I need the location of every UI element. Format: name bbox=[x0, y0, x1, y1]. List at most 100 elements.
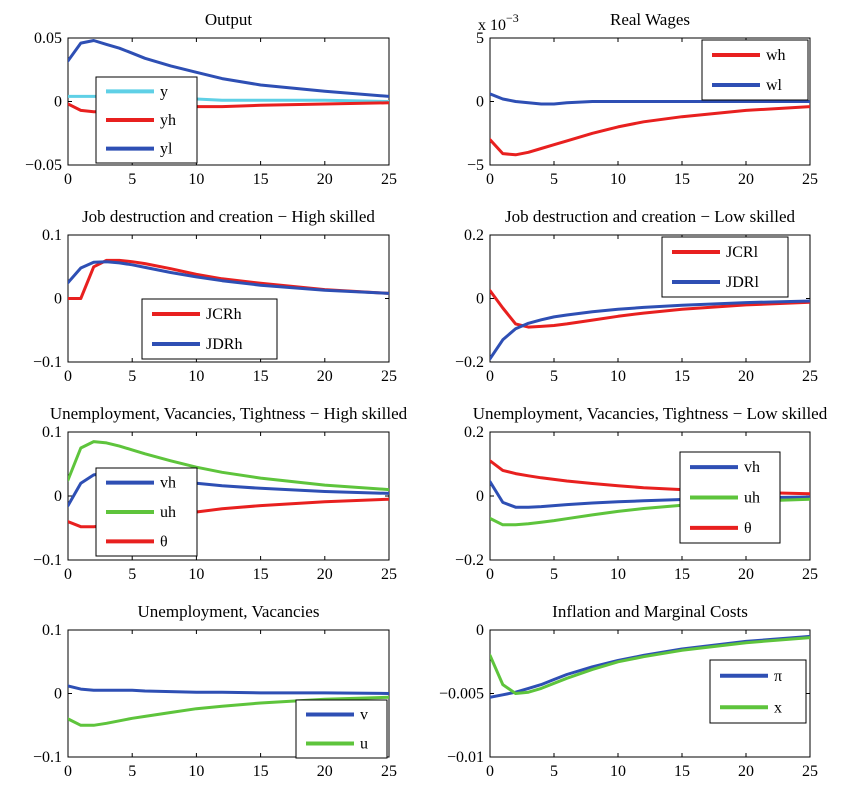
x-tick-label: 10 bbox=[188, 171, 204, 188]
x-tick-label: 0 bbox=[64, 368, 72, 385]
subplot-title: Output bbox=[205, 10, 253, 29]
y-tick-label: 0 bbox=[476, 291, 484, 308]
x-tick-label: 25 bbox=[381, 368, 397, 385]
subplot-title: Unemployment, Vacancies, Tightness − Hig… bbox=[50, 404, 408, 423]
legend-label: yh bbox=[160, 112, 176, 129]
x-tick-label: 15 bbox=[674, 171, 690, 188]
series-line-JCRh bbox=[68, 258, 389, 300]
legend-box bbox=[661, 236, 789, 298]
x-tick-label: 25 bbox=[802, 763, 818, 780]
y-exponent-power: −3 bbox=[506, 11, 519, 25]
legend-label: JCRh bbox=[206, 306, 242, 323]
x-tick-label: 5 bbox=[550, 763, 558, 780]
subplot-title: Unemployment, Vacancies, Tightness − Low… bbox=[473, 404, 828, 423]
x-tick-label: 0 bbox=[64, 763, 72, 780]
legend-label: vh bbox=[744, 459, 760, 476]
legend: y yh yl bbox=[95, 76, 198, 164]
series-group bbox=[68, 684, 389, 727]
x-tick-label: 5 bbox=[128, 566, 136, 583]
legend-label: wh bbox=[766, 47, 786, 64]
legend: vh uh θ bbox=[95, 467, 198, 557]
series-line-uh bbox=[68, 440, 389, 492]
x-tick-label: 5 bbox=[128, 763, 136, 780]
x-tick-label: 15 bbox=[253, 368, 269, 385]
legend-label: π bbox=[774, 668, 782, 685]
x-tick-label: 0 bbox=[486, 368, 494, 385]
series-line-yl bbox=[68, 39, 389, 98]
subplot-title: Unemployment, Vacancies bbox=[138, 602, 320, 621]
legend-label: y bbox=[160, 83, 168, 100]
x-tick-label: 20 bbox=[317, 171, 333, 188]
series-line-JCRl bbox=[490, 289, 810, 329]
y-tick-label: 0 bbox=[476, 94, 484, 111]
y-tick-label: 0.1 bbox=[42, 227, 62, 244]
subplot-title: Job destruction and creation − High skil… bbox=[82, 207, 375, 226]
series-group bbox=[68, 258, 389, 300]
legend-label: u bbox=[360, 736, 368, 753]
x-tick-label: 10 bbox=[188, 368, 204, 385]
x-tick-label: 25 bbox=[802, 171, 818, 188]
legend-label: x bbox=[774, 699, 782, 716]
y-tick-label: −5 bbox=[467, 157, 484, 174]
x-tick-label: 20 bbox=[317, 368, 333, 385]
x-tick-label: 10 bbox=[188, 763, 204, 780]
legend: vh uh θ bbox=[679, 451, 781, 544]
x-tick-label: 15 bbox=[674, 368, 690, 385]
subplot-title: Inflation and Marginal Costs bbox=[552, 602, 748, 621]
legend-label: uh bbox=[160, 504, 176, 521]
y-tick-label: −0.2 bbox=[455, 552, 484, 569]
x-tick-label: 15 bbox=[674, 763, 690, 780]
series-line-x bbox=[490, 636, 810, 695]
legend-box bbox=[295, 699, 388, 759]
y-tick-label: −0.2 bbox=[455, 354, 484, 371]
x-tick-label: 0 bbox=[64, 566, 72, 583]
x-tick-label: 20 bbox=[738, 763, 754, 780]
x-tick-label: 20 bbox=[738, 566, 754, 583]
series-group bbox=[490, 634, 810, 699]
y-tick-label: −0.005 bbox=[439, 686, 484, 703]
x-tick-label: 20 bbox=[738, 368, 754, 385]
x-tick-label: 25 bbox=[802, 368, 818, 385]
x-tick-label: 20 bbox=[317, 566, 333, 583]
legend-label: JCRl bbox=[726, 244, 759, 261]
y-exponent-label: x 10−3 bbox=[478, 11, 519, 34]
legend-label: wl bbox=[766, 77, 783, 94]
x-tick-label: 5 bbox=[550, 566, 558, 583]
x-tick-label: 10 bbox=[610, 368, 626, 385]
legend: vu bbox=[295, 699, 388, 759]
legend-box bbox=[701, 39, 809, 101]
x-tick-label: 5 bbox=[550, 171, 558, 188]
x-tick-label: 10 bbox=[188, 566, 204, 583]
x-tick-label: 5 bbox=[128, 171, 136, 188]
y-tick-label: −0.1 bbox=[33, 354, 62, 371]
series-group bbox=[490, 92, 810, 157]
series-line-wl bbox=[490, 92, 810, 106]
x-tick-label: 10 bbox=[610, 566, 626, 583]
y-tick-label: 0 bbox=[54, 94, 62, 111]
y-tick-label: 0 bbox=[54, 686, 62, 703]
series-line-wh bbox=[490, 105, 810, 157]
x-tick-label: 25 bbox=[381, 171, 397, 188]
x-tick-label: 15 bbox=[253, 566, 269, 583]
legend-label: θ bbox=[744, 520, 752, 537]
series-line-u bbox=[68, 695, 389, 727]
legend: πx bbox=[709, 659, 807, 724]
x-tick-label: 0 bbox=[486, 171, 494, 188]
y-tick-label: 5 bbox=[476, 30, 484, 47]
legend-label: JDRl bbox=[726, 274, 759, 291]
x-tick-label: 15 bbox=[674, 566, 690, 583]
x-tick-label: 25 bbox=[381, 566, 397, 583]
y-tick-label: 0.05 bbox=[34, 30, 62, 47]
y-tick-label: 0.1 bbox=[42, 424, 62, 441]
series-group bbox=[490, 289, 810, 361]
x-tick-label: 5 bbox=[550, 368, 558, 385]
y-tick-label: 0 bbox=[54, 291, 62, 308]
x-tick-label: 5 bbox=[128, 368, 136, 385]
